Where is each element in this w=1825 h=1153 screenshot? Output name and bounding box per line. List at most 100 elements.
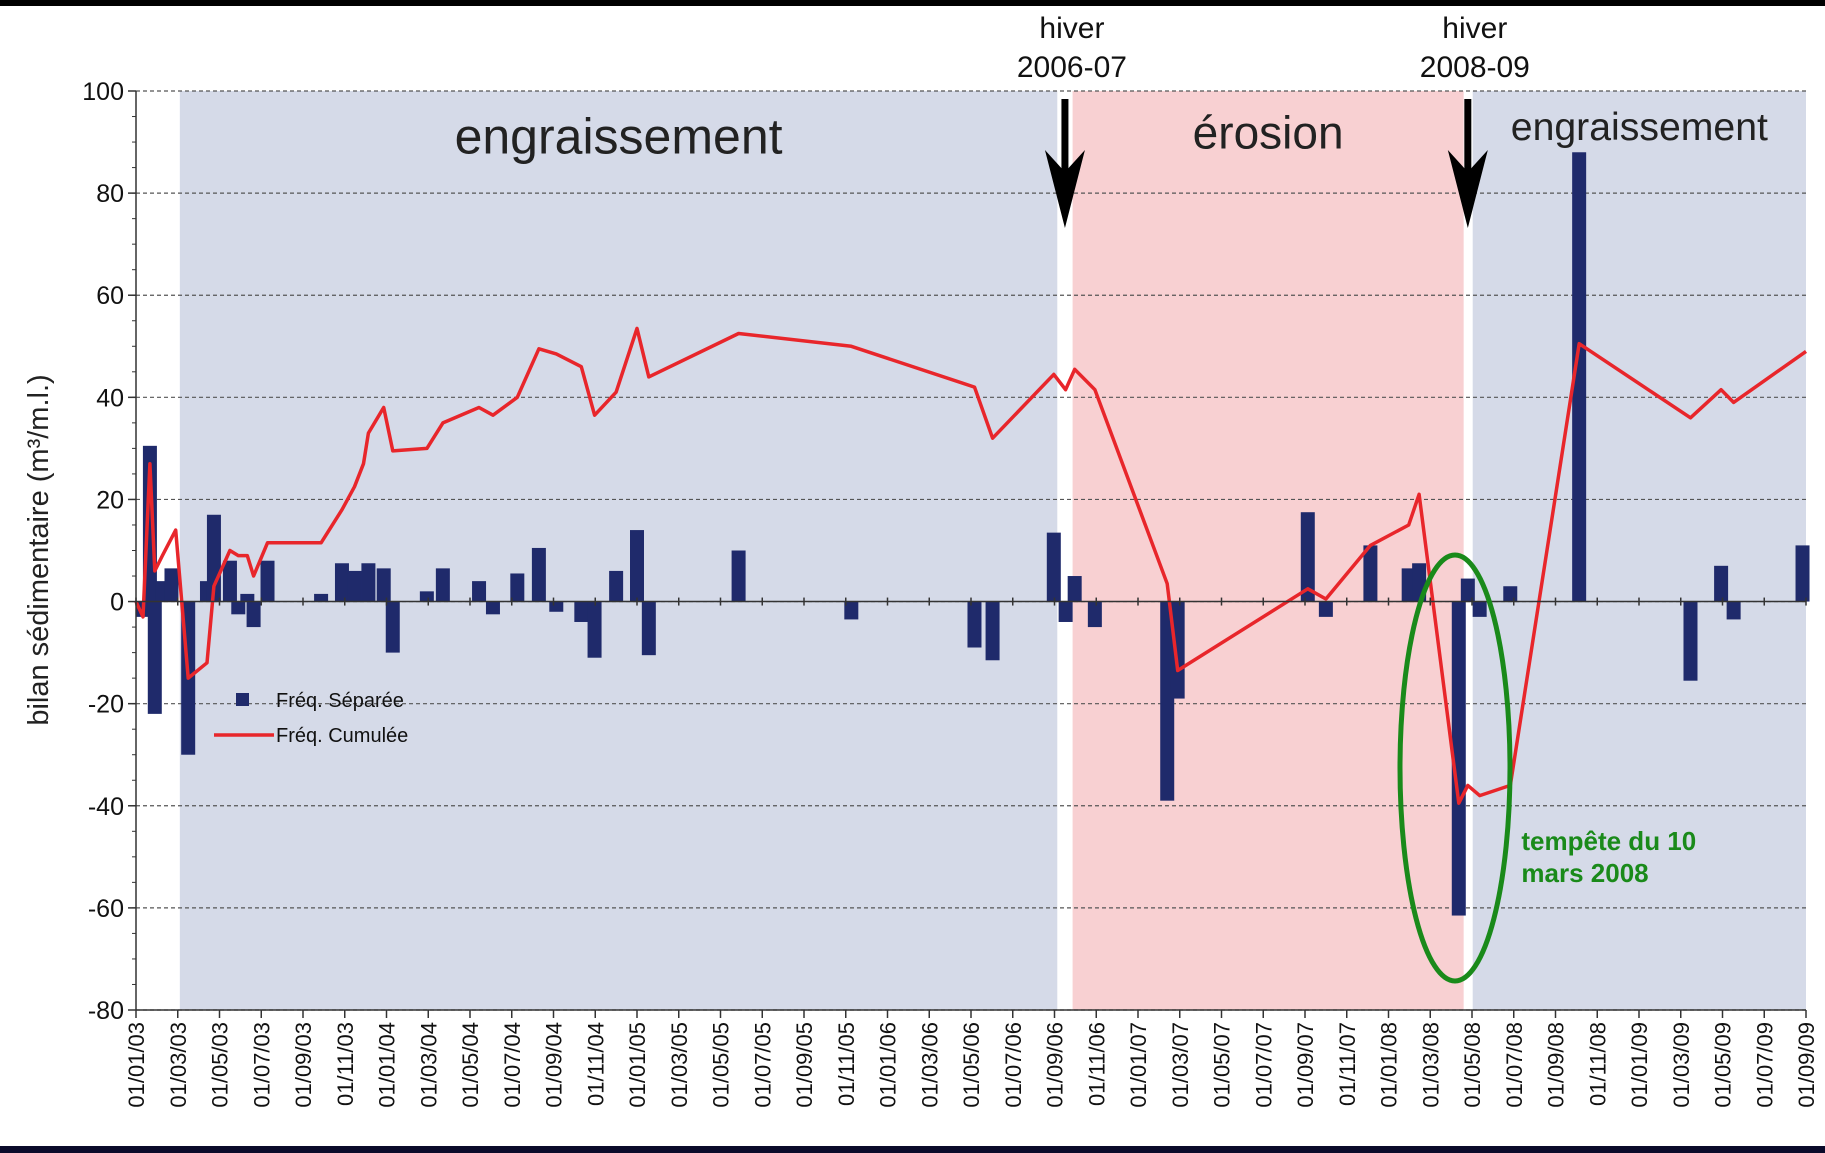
x-tick-label: 01/07/05 (750, 1022, 775, 1108)
region (179, 91, 1058, 1010)
axes: -80 -60 -40 -20 0 20 40 60 80 100 01/01/03 01/03/03… (82, 12, 1819, 1108)
bar (334, 563, 349, 602)
marks (134, 152, 1810, 916)
regions: engraissement érosion engraissement (179, 91, 1806, 1010)
x-tick-label: 01/09/05 (792, 1022, 817, 1108)
x-tick-label: 01/09/03 (291, 1022, 316, 1108)
legend-label: Fréq. Cumulée (276, 725, 408, 747)
annotation: mars 2008 (1521, 858, 1648, 888)
x-tick-label: 01/03/04 (416, 1022, 441, 1108)
region-label: engraissement (1511, 106, 1768, 149)
legend-swatch (236, 693, 249, 706)
bar (485, 601, 500, 615)
bar (531, 547, 546, 602)
arrow-head (1447, 150, 1488, 228)
x-tick-label: 01/01/06 (876, 1022, 901, 1108)
bar (1087, 601, 1102, 628)
y-tick-label: -20 (88, 691, 124, 719)
bar (1451, 601, 1466, 916)
bar (587, 601, 602, 658)
bar (1046, 532, 1061, 602)
bar (376, 568, 391, 602)
bar (510, 573, 525, 602)
bar (246, 601, 261, 628)
bar (731, 550, 746, 602)
bar (1318, 601, 1333, 617)
x-tick-label: 01/11/05 (834, 1022, 859, 1106)
x-tick-label: 01/07/08 (1502, 1022, 1527, 1108)
y-tick-label: -60 (88, 895, 124, 923)
bar (1572, 152, 1587, 602)
bar (630, 530, 644, 602)
x-tick-label: 01/01/05 (625, 1022, 650, 1108)
x-tick-label: 01/03/08 (1418, 1022, 1443, 1108)
bar (240, 593, 255, 602)
x-tick-label: 01/11/03 (333, 1022, 358, 1106)
bar (1067, 576, 1082, 602)
line (134, 326, 1808, 805)
region-label: engraissement (455, 109, 783, 165)
arrow-label: 2006-07 (1017, 51, 1127, 84)
bar (1058, 601, 1073, 622)
annotation: tempête du 10 (1521, 826, 1696, 856)
y-tick-label: 40 (96, 384, 124, 412)
x-tick-label: 01/07/07 (1251, 1022, 1276, 1108)
bar (574, 601, 589, 622)
y-axis-label: bilan sédimentaire (m³/m.l.) (23, 374, 55, 725)
x-tick-label: 01/07/09 (1752, 1022, 1777, 1108)
bar (222, 560, 237, 602)
x-tick-label: 01/03/07 (1168, 1022, 1193, 1108)
x-tick-label: 01/05/04 (458, 1022, 483, 1108)
x-tick-label: 01/07/03 (249, 1022, 274, 1108)
bar (419, 591, 434, 602)
x-tick-label: 01/07/06 (1001, 1022, 1026, 1108)
bar (385, 601, 400, 653)
x-tick-label: 01/09/09 (1794, 1022, 1819, 1108)
bar (641, 601, 656, 656)
bar (1460, 578, 1475, 602)
bar (609, 570, 624, 602)
bar (231, 601, 246, 615)
x-tick-label: 01/07/04 (500, 1022, 525, 1108)
storm-ellipse (1397, 552, 1513, 984)
x-tick-label: 01/05/06 (959, 1022, 984, 1108)
arrow-head (1044, 150, 1085, 228)
x-tick-label: 01/01/09 (1627, 1022, 1652, 1108)
bar (361, 563, 376, 602)
legend-label: Fréq. Séparée (276, 690, 404, 712)
x-tick-label: 01/03/09 (1669, 1022, 1694, 1108)
bar (1683, 601, 1698, 681)
x-tick-label: 01/05/07 (1210, 1022, 1235, 1108)
bar (347, 570, 362, 602)
x-tick-label: 01/01/04 (375, 1022, 400, 1108)
x-tick-label: 01/09/08 (1544, 1022, 1569, 1108)
top-border (0, 0, 1825, 6)
bar (1726, 601, 1741, 620)
x-tick-label: 01/11/07 (1335, 1022, 1360, 1106)
x-tick-label: 01/01/07 (1126, 1022, 1151, 1108)
bar (1714, 565, 1729, 602)
x-tick-label: 01/05/03 (208, 1022, 233, 1108)
y-tick-label: 0 (110, 589, 124, 617)
x-tick-label: 01/09/06 (1043, 1022, 1068, 1108)
region (1472, 91, 1806, 1010)
bar (435, 568, 450, 602)
bar (1795, 545, 1810, 602)
x-tick-label: 01/05/08 (1460, 1022, 1485, 1108)
y-tick-label: 80 (96, 180, 124, 208)
bottom-border (0, 1146, 1825, 1153)
x-tick-label: 01/11/04 (583, 1022, 608, 1106)
x-tick-label: 01/11/08 (1585, 1022, 1610, 1106)
x-tick-label: 01/01/03 (124, 1022, 149, 1108)
arrow-label: 2008-09 (1420, 51, 1530, 84)
y-tick-label: 20 (96, 486, 124, 514)
bar (1170, 601, 1185, 699)
arrow-label: hiver (1039, 12, 1104, 45)
y-tick-label: 100 (82, 78, 124, 106)
x-tick-label: 01/05/09 (1711, 1022, 1736, 1108)
bar (1472, 601, 1487, 617)
bar (314, 593, 329, 602)
x-tick-label: 01/09/07 (1293, 1022, 1318, 1108)
